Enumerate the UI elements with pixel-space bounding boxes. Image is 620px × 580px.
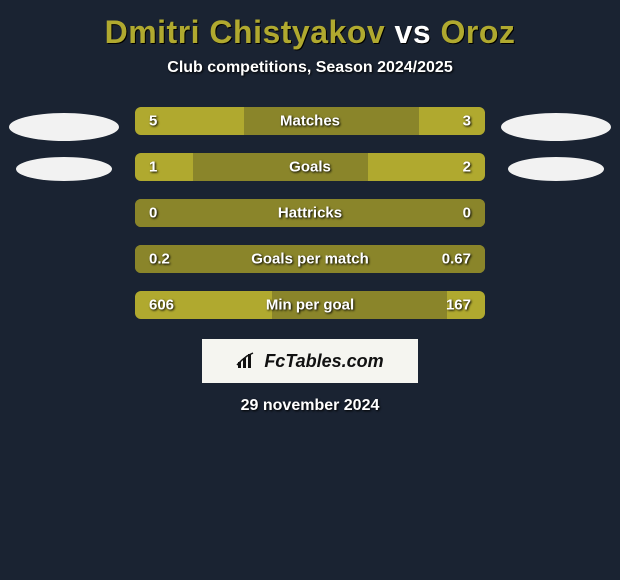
badge-placeholder (508, 157, 604, 181)
stat-right-value: 3 (463, 113, 471, 130)
page-title: Dmitri Chistyakov vs Oroz (0, 8, 620, 59)
vs-text: vs (395, 14, 432, 50)
avatar-placeholder (501, 113, 611, 141)
player1-name: Dmitri Chistyakov (105, 14, 386, 50)
player2-name: Oroz (441, 14, 516, 50)
stat-label: Goals (289, 159, 331, 176)
left-avatar-column (9, 107, 119, 181)
subtitle: Club competitions, Season 2024/2025 (0, 59, 620, 77)
chart-icon (236, 352, 258, 370)
stat-bar: 606 Min per goal 167 (135, 291, 485, 319)
stat-right-value: 2 (463, 159, 471, 176)
date: 29 november 2024 (0, 397, 620, 415)
avatar-placeholder (9, 113, 119, 141)
badge-placeholder (16, 157, 112, 181)
right-avatar-column (501, 107, 611, 181)
stat-right-value: 0 (463, 205, 471, 222)
stat-left-value: 1 (149, 159, 157, 176)
stat-left-value: 0 (149, 205, 157, 222)
stat-bar: 0.2 Goals per match 0.67 (135, 245, 485, 273)
comparison-infographic: Dmitri Chistyakov vs Oroz Club competiti… (0, 0, 620, 415)
main-row: 5 Matches 3 1 Goals 2 0 Hattricks 0 0.2 Goals per … (0, 107, 620, 319)
stat-left-value: 0.2 (149, 251, 170, 268)
stat-label: Min per goal (266, 297, 354, 314)
stat-label: Goals per match (251, 251, 369, 268)
stat-bar: 5 Matches 3 (135, 107, 485, 135)
stat-bar: 1 Goals 2 (135, 153, 485, 181)
logo-text: FcTables.com (264, 351, 383, 372)
stat-right-value: 167 (446, 297, 471, 314)
stat-left-value: 606 (149, 297, 174, 314)
stat-label: Hattricks (278, 205, 342, 222)
stat-left-value: 5 (149, 113, 157, 130)
stat-label: Matches (280, 113, 340, 130)
source-logo: FcTables.com (202, 339, 418, 383)
stat-right-value: 0.67 (442, 251, 471, 268)
stat-bars: 5 Matches 3 1 Goals 2 0 Hattricks 0 0.2 Goals per … (135, 107, 485, 319)
stat-bar: 0 Hattricks 0 (135, 199, 485, 227)
